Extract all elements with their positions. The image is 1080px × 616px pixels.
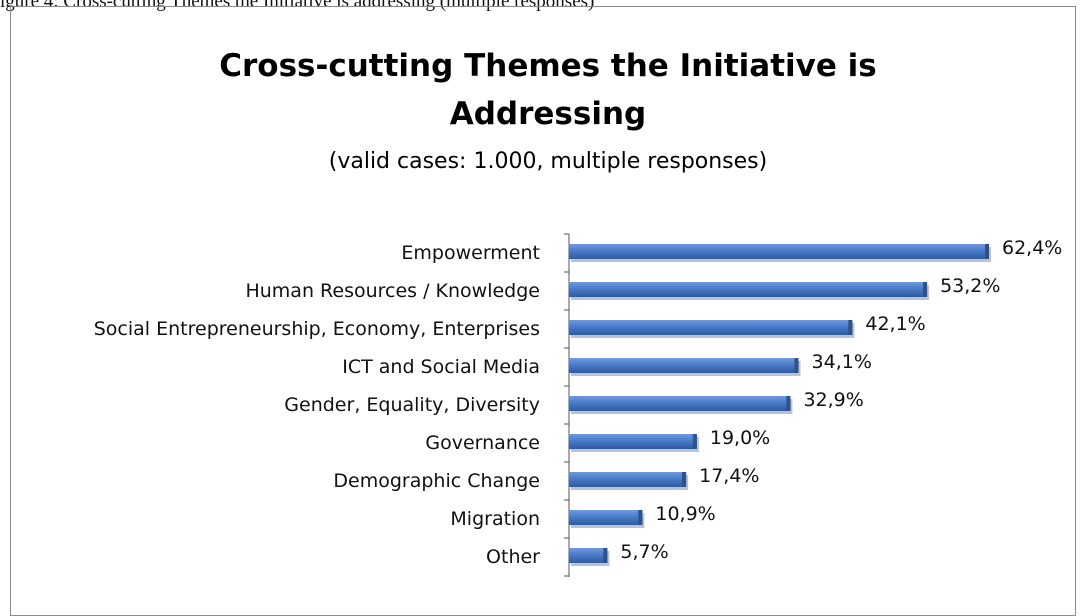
category-label: Other xyxy=(486,546,540,568)
bar-end-cap xyxy=(848,320,853,335)
bar xyxy=(569,320,853,335)
value-label: 5,7% xyxy=(620,541,668,563)
value-label: 19,0% xyxy=(710,427,770,449)
value-label: 10,9% xyxy=(655,503,715,525)
value-label: 53,2% xyxy=(940,275,1000,297)
bar xyxy=(569,282,928,297)
bar-end-cap xyxy=(682,472,687,487)
value-label: 42,1% xyxy=(865,313,925,335)
bar xyxy=(569,358,799,373)
bar xyxy=(569,244,989,259)
bar xyxy=(569,472,687,487)
category-label: Governance xyxy=(425,432,540,454)
y-axis xyxy=(564,233,570,577)
value-label: 17,4% xyxy=(699,465,759,487)
category-label: ICT and Social Media xyxy=(342,356,540,378)
bar xyxy=(569,396,791,411)
category-label: Gender, Equality, Diversity xyxy=(284,394,540,416)
bar-end-cap xyxy=(985,244,989,259)
value-label: 32,9% xyxy=(803,389,863,411)
bars: Empowerment 62,4% Human Resources / Knowle… xyxy=(94,237,1063,568)
chart-subtitle: (valid cases: 1.000, multiple responses) xyxy=(329,149,767,174)
bar-end-cap xyxy=(794,358,799,373)
category-label: Demographic Change xyxy=(333,470,540,492)
value-label: 34,1% xyxy=(812,351,872,373)
chart-title-line-2: Addressing xyxy=(450,96,646,132)
category-label: Social Entrepreneurship, Economy, Enterp… xyxy=(94,318,540,340)
category-label: Human Resources / Knowledge xyxy=(245,280,540,302)
bar-end-cap xyxy=(923,282,928,297)
bar xyxy=(569,434,697,449)
bar xyxy=(569,548,608,563)
bar-end-cap xyxy=(638,510,643,525)
bar-end-cap xyxy=(603,548,608,563)
category-label: Migration xyxy=(450,508,540,530)
bar xyxy=(569,510,643,525)
category-label: Empowerment xyxy=(401,242,540,264)
value-label: 62,4% xyxy=(1002,237,1062,259)
bar-end-cap xyxy=(786,396,791,411)
bar-end-cap xyxy=(692,434,697,449)
chart-title-line-1: Cross-cutting Themes the Initiative is xyxy=(219,48,877,84)
